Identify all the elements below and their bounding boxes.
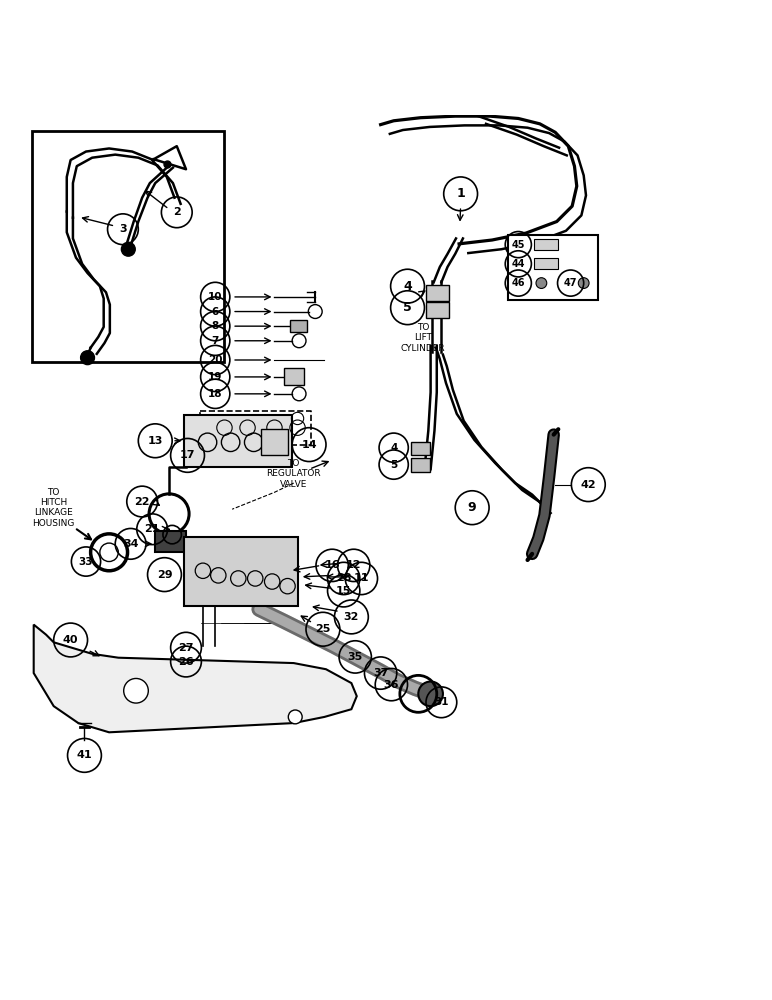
Text: TO
LIFT
CYLINDER: TO LIFT CYLINDER (401, 323, 445, 353)
Text: 9: 9 (468, 501, 476, 514)
Text: 11: 11 (354, 573, 369, 583)
Text: 1: 1 (456, 187, 465, 200)
FancyBboxPatch shape (262, 429, 288, 455)
Text: 22: 22 (134, 497, 150, 507)
FancyBboxPatch shape (426, 302, 449, 318)
Text: 4: 4 (390, 443, 398, 453)
FancyBboxPatch shape (185, 537, 298, 606)
Text: TO
HITCH
LINKAGE
HOUSING: TO HITCH LINKAGE HOUSING (32, 488, 75, 528)
Circle shape (288, 710, 302, 724)
FancyBboxPatch shape (507, 235, 598, 300)
Text: 7: 7 (212, 336, 219, 346)
Text: 35: 35 (347, 652, 363, 662)
Circle shape (536, 278, 547, 288)
Text: 12: 12 (346, 560, 361, 570)
Text: 34: 34 (123, 539, 138, 549)
Text: 46: 46 (512, 278, 525, 288)
Text: 28: 28 (336, 573, 351, 583)
Text: 33: 33 (79, 557, 93, 567)
Text: 36: 36 (384, 680, 399, 690)
Text: 15: 15 (336, 586, 351, 596)
Text: 44: 44 (512, 259, 525, 269)
Text: 29: 29 (157, 570, 172, 580)
Text: 8: 8 (212, 321, 218, 331)
FancyBboxPatch shape (290, 320, 306, 332)
Text: 47: 47 (564, 278, 577, 288)
FancyBboxPatch shape (32, 131, 225, 362)
Text: 13: 13 (147, 436, 163, 446)
Text: 18: 18 (208, 389, 222, 399)
Text: 3: 3 (119, 224, 127, 234)
FancyBboxPatch shape (411, 442, 430, 455)
FancyBboxPatch shape (411, 458, 430, 472)
Circle shape (121, 242, 135, 256)
FancyBboxPatch shape (185, 415, 292, 467)
Text: 32: 32 (344, 612, 359, 622)
Text: 41: 41 (76, 750, 93, 760)
Circle shape (418, 682, 443, 706)
FancyBboxPatch shape (534, 258, 557, 269)
Circle shape (578, 278, 589, 288)
Text: 17: 17 (180, 450, 195, 460)
Text: 40: 40 (63, 635, 79, 645)
Text: 21: 21 (144, 524, 160, 534)
Text: 42: 42 (581, 480, 596, 490)
Circle shape (80, 351, 94, 365)
Text: 10: 10 (208, 292, 222, 302)
Text: 16: 16 (324, 560, 340, 570)
Text: 19: 19 (208, 372, 222, 382)
Text: 4: 4 (403, 280, 412, 293)
Text: 31: 31 (434, 697, 449, 707)
Text: 27: 27 (178, 643, 194, 653)
Text: TO
REGULATOR
VALVE: TO REGULATOR VALVE (266, 459, 321, 489)
FancyBboxPatch shape (534, 239, 557, 250)
Text: 20: 20 (208, 355, 222, 365)
Text: 6: 6 (212, 307, 218, 317)
Polygon shape (34, 625, 357, 732)
Text: 2: 2 (173, 207, 181, 217)
Text: 5: 5 (390, 460, 398, 470)
FancyBboxPatch shape (284, 368, 304, 385)
FancyBboxPatch shape (426, 285, 449, 301)
Text: 25: 25 (315, 624, 330, 634)
Text: 14: 14 (301, 440, 317, 450)
FancyBboxPatch shape (155, 531, 186, 552)
Text: 37: 37 (373, 668, 388, 678)
Circle shape (124, 678, 148, 703)
Text: 45: 45 (512, 240, 525, 250)
Text: 5: 5 (403, 301, 412, 314)
Text: 26: 26 (178, 657, 194, 667)
